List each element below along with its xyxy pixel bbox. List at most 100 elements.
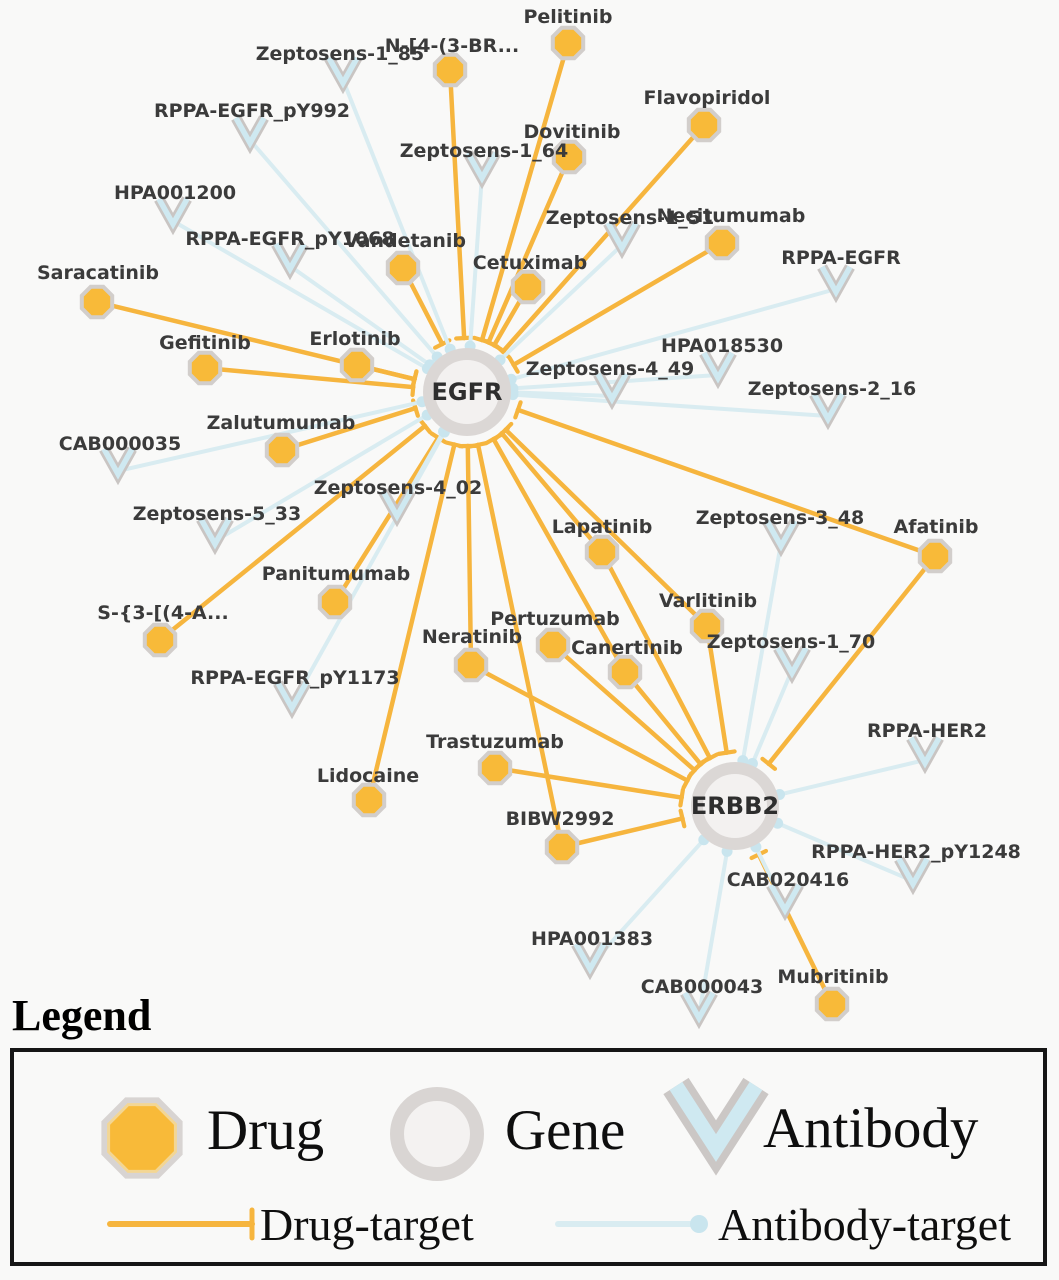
node-label-necitumumab: Necitumumab — [657, 205, 806, 227]
antibody-target-edge-zeptosens-1-64--egfr — [468, 173, 484, 349]
antibody-node-zeptosens-1-70 — [773, 645, 811, 685]
legend-antibody-label: Antibody — [763, 1097, 979, 1160]
gene-label-erbb2: ERBB2 — [691, 792, 779, 820]
legend-title: Legend — [12, 991, 152, 1040]
antibody-node-zeptosens-1-64 — [463, 150, 501, 190]
drug-target-edge-lapatinib--egfr — [499, 431, 605, 555]
drug-node-lapatinib — [584, 534, 620, 570]
drug-target-cap-pertuzumab--erbb2 — [687, 762, 702, 779]
drug-target-cap-lidocaine--egfr — [444, 440, 465, 449]
antibody-node-zeptosens-3-48 — [762, 518, 800, 558]
antibody-target-edge-hpa001200--egfr — [171, 219, 430, 371]
drug-node-vandetanib — [385, 250, 421, 286]
antibody-target-edge-zeptosens-5-33--egfr — [213, 413, 430, 543]
node-label-s-3-4-a: S-{3-[(4-A... — [97, 602, 228, 624]
antibody-target-edge-rppa-egfr-py992--egfr — [248, 138, 440, 359]
node-label-zalutumumab: Zalutumumab — [207, 412, 356, 434]
drug-target-cap-necitumumab--egfr — [507, 355, 520, 374]
node-label-canertinib: Canertinib — [571, 637, 683, 659]
node-label-pertuzumab: Pertuzumab — [490, 608, 620, 630]
node-label-zeptosens-5-33: Zeptosens-5_33 — [133, 503, 301, 525]
drug-target-edge-n-4-3-br--egfr — [447, 67, 467, 341]
antibody-node-rppa-egfr — [817, 264, 855, 304]
node-label-afatinib: Afatinib — [893, 516, 978, 538]
drug-target-edge-panitumumab--egfr — [332, 435, 441, 605]
node-label-gefitinib: Gefitinib — [159, 332, 251, 354]
drug-target-cap-trastuzumab--erbb2 — [678, 787, 686, 808]
drug-target-cap-cetuximab--egfr — [485, 339, 504, 352]
antibody-target-edge-zeptosens-4-49--egfr — [510, 390, 614, 398]
node-label-rppa-her2: RPPA-HER2 — [867, 720, 987, 742]
node-label-zeptosens-1-51: Zeptosens-1_51 — [546, 207, 714, 229]
legend-antibody-target-icon — [555, 1215, 708, 1233]
gene-node-egfr — [423, 348, 511, 436]
antibody-node-rppa-her2-py1248 — [894, 856, 932, 896]
antibody-target-edge-cab000043--erbb2 — [697, 849, 730, 1017]
drug-target-edge-zalutumumab--egfr — [279, 405, 418, 453]
drug-target-edge-neratinib--erbb2 — [468, 662, 690, 783]
node-label-lapatinib: Lapatinib — [552, 516, 653, 538]
node-label-dovitinib: Dovitinib — [524, 121, 621, 143]
antibody-target-edge-zeptosens-3-48--erbb2 — [740, 541, 783, 763]
node-label-rppa-egfr-py1173: RPPA-EGFR_pY1173 — [190, 667, 399, 689]
drug-target-edge-canertinib--egfr — [491, 436, 628, 675]
drug-target-edge-necitumumab--egfr — [511, 240, 725, 368]
antibody-target-edge-rppa-her2-py1248--erbb2 — [775, 821, 915, 883]
drug-target-edge-bibw2992--erbb2 — [559, 816, 685, 850]
node-label-zeptosens-2-16: Zeptosens-2_16 — [748, 378, 916, 400]
drug-target-cap-s-3-4-a--egfr — [417, 417, 433, 435]
edges-layer — [94, 40, 938, 1017]
nodes-layer — [79, 25, 953, 1030]
node-label-zeptosens-1-85: Zeptosens-1_85 — [256, 43, 424, 65]
legend-drug-icon — [101, 1097, 183, 1179]
node-label-zeptosens-1-70: Zeptosens-1_70 — [707, 631, 875, 653]
antibody-target-edge-zeptosens-2-16--egfr — [510, 392, 830, 418]
antibody-node-cab000043 — [680, 990, 718, 1030]
antibody-node-zeptosens-5-33 — [196, 516, 234, 556]
antibody-node-hpa001383 — [571, 941, 609, 981]
drug-node-s-3-4-a — [142, 622, 178, 658]
drug-target-edge-pelitinib--egfr — [479, 40, 571, 343]
node-label-flavopiridol: Flavopiridol — [644, 87, 771, 109]
antibody-node-zeptosens-1-85 — [324, 55, 362, 95]
node-label-trastuzumab: Trastuzumab — [426, 731, 564, 753]
node-label-saracatinib: Saracatinib — [37, 262, 159, 284]
node-label-cab000043: CAB000043 — [641, 976, 763, 998]
antibody-target-edge-cab000035--egfr — [116, 399, 425, 473]
drug-target-edge-afatinib--erbb2 — [766, 553, 938, 767]
antibody-target-edge-rppa-egfr--egfr — [509, 287, 838, 382]
node-label-neratinib: Neratinib — [422, 626, 522, 648]
antibody-target-edge-rppa-egfr-py1068--egfr — [288, 264, 432, 367]
drug-node-varlitinib — [689, 608, 725, 644]
node-label-hpa001383: HPA001383 — [531, 928, 653, 950]
antibody-node-zeptosens-4-49 — [593, 371, 631, 411]
gene-label-egfr: EGFR — [432, 378, 503, 406]
drug-target-edge-varlitinib--egfr — [503, 427, 710, 629]
drug-target-edge-pertuzumab--erbb2 — [550, 642, 697, 773]
node-label-rppa-egfr-py992: RPPA-EGFR_pY992 — [154, 100, 350, 122]
drug-node-necitumumab — [704, 225, 740, 261]
legend-antibody-target-label: Antibody-target — [718, 1199, 1011, 1250]
antibody-node-hpa018530 — [699, 350, 737, 390]
antibody-node-rppa-egfr-py1173 — [273, 680, 311, 720]
node-label-vandetanib: Vandetanib — [344, 230, 466, 252]
node-label-cetuximab: Cetuximab — [473, 252, 587, 274]
drug-node-lidocaine — [351, 782, 387, 818]
drug-target-cap-varlitinib--erbb2 — [716, 749, 737, 756]
drug-target-edge-s-3-4-a--egfr — [157, 423, 428, 643]
antibody-node-zeptosens-1-51 — [603, 220, 641, 260]
antibody-node-rppa-her2 — [906, 735, 944, 775]
node-label-lidocaine: Lidocaine — [317, 765, 419, 787]
legend-drug-target-label: Drug-target — [260, 1199, 474, 1250]
drug-target-edge-trastuzumab--erbb2 — [492, 765, 684, 800]
drug-node-panitumumab — [317, 584, 353, 620]
legend-drug-target-icon — [107, 1207, 255, 1241]
antibody-target-edge-rppa-egfr-py1173--egfr — [290, 430, 447, 707]
drug-target-edge-gefitinib--egfr — [202, 365, 416, 390]
legend-box: Drug Gene Antibody Drug-target Antibody-… — [10, 1048, 1047, 1266]
antibody-node-zeptosens-2-16 — [809, 391, 847, 431]
legend-drug-label: Drug — [207, 1099, 325, 1162]
